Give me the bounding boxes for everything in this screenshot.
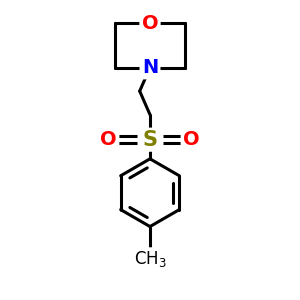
Text: O: O <box>100 130 117 149</box>
Text: S: S <box>142 130 158 150</box>
Text: O: O <box>183 130 200 149</box>
Text: O: O <box>142 14 158 33</box>
Text: N: N <box>142 58 158 77</box>
Text: CH$_3$: CH$_3$ <box>134 249 166 269</box>
